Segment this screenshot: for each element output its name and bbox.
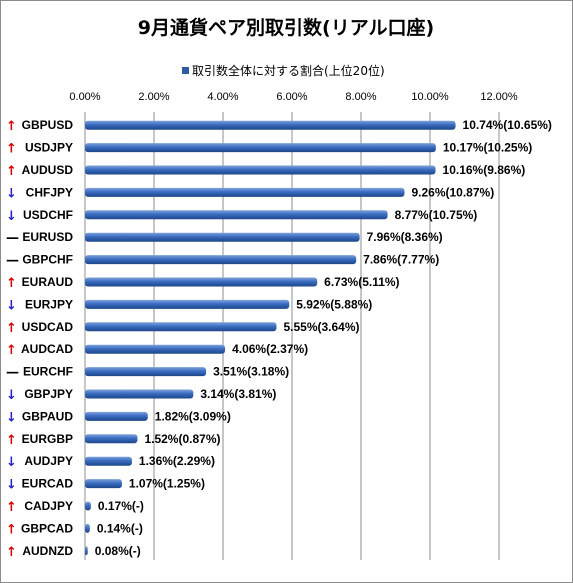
grid (84, 112, 500, 560)
data-label: 9.26%(10.87%) (411, 185, 494, 199)
x-tick-label: 12.00% (480, 91, 518, 103)
trend-up-icon: ↑ (6, 500, 17, 515)
data-label: 1.36%(2.29%) (139, 454, 215, 468)
data-label: 0.08%(-) (95, 544, 141, 558)
trend-down-icon: ↓ (6, 455, 17, 470)
category-label: CADJPY (24, 499, 73, 513)
data-labels: 10.74%(10.65%) 10.17%(10.25%) 10.16%(9.86%… (95, 118, 552, 558)
trend-up-icon: ↑ (6, 119, 17, 134)
x-tick-label: 0.00% (69, 91, 100, 103)
bar-cadjpy (85, 501, 91, 511)
trend-up-icon: ↑ (6, 321, 17, 336)
data-label: 1.82%(3.09%) (155, 409, 231, 423)
trend-down-icon: ↓ (6, 209, 17, 224)
data-label: 5.55%(3.64%) (283, 320, 359, 334)
x-tick-label: 6.00% (276, 91, 307, 103)
data-label: 8.77%(10.75%) (395, 208, 478, 222)
category-label: EURGBP (22, 432, 73, 446)
x-axis-ticks: 0.00% 2.00% 4.00% 6.00% 8.00% 10.00% 12.00% (69, 91, 517, 103)
data-label: 1.52%(0.87%) (144, 432, 220, 446)
trend-up-icon: ↑ (6, 142, 17, 157)
bar-gbpjpy (85, 389, 194, 399)
data-label: 6.73%(5.11%) (324, 275, 399, 289)
category-label: EURAUD (22, 275, 74, 289)
bar-gbpcad (85, 523, 90, 533)
data-label: 10.16%(9.86%) (443, 163, 526, 177)
bar-gbpchf (85, 255, 357, 265)
bar-gbpaud (85, 411, 148, 421)
category-label: USDCHF (23, 208, 73, 222)
data-label: 4.06%(2.37%) (232, 342, 308, 356)
data-label: 0.14%(-) (97, 521, 143, 535)
category-label: AUDUSD (22, 163, 74, 177)
category-label: GBPCHF (22, 253, 73, 267)
legend-label: 取引数全体に対する割合(上位20位) (192, 63, 385, 78)
category-label: GBPAUD (22, 409, 73, 423)
data-label: 10.74%(10.65%) (463, 118, 552, 132)
category-label: USDCAD (22, 320, 74, 334)
trend-down-icon: ↓ (6, 478, 17, 493)
bar-usdjpy (85, 143, 436, 153)
data-label: 5.92%(5.88%) (296, 297, 372, 311)
bar-usdchf (85, 210, 388, 220)
data-label: 3.51%(3.18%) (213, 365, 289, 379)
data-label: 1.07%(1.25%) (129, 477, 205, 491)
bar-audusd (85, 165, 436, 175)
trend-down-icon: ↓ (6, 388, 17, 403)
category-label: GBPCAD (21, 521, 73, 535)
trend-down-icon: ↓ (6, 298, 17, 313)
trend-flat-icon: — (6, 254, 19, 269)
x-tick-label: 4.00% (207, 91, 238, 103)
category-label: EURCAD (22, 477, 74, 491)
bar-eurgbp (85, 434, 138, 444)
category-label: EURCHF (23, 365, 73, 379)
data-label: 7.96%(8.36%) (367, 230, 443, 244)
trend-up-icon: ↑ (6, 164, 17, 179)
trend-up-icon: ↑ (6, 545, 17, 560)
legend: 取引数全体に対する割合(上位20位) (182, 63, 385, 78)
category-label: AUDJPY (24, 454, 73, 468)
category-label: EURUSD (22, 230, 73, 244)
bar-audjpy (85, 456, 132, 466)
trend-up-icon: ↑ (6, 433, 17, 448)
data-label: 7.86%(7.77%) (363, 253, 439, 267)
bar-usdcad (85, 322, 277, 332)
category-label: GBPJPY (24, 387, 73, 401)
category-label: AUDNZD (22, 544, 73, 558)
data-label: 10.17%(10.25%) (443, 141, 532, 155)
category-label: CHFJPY (26, 185, 73, 199)
chart-title: 9月通貨ペア別取引数(リアル口座) (138, 16, 434, 39)
x-tick-label: 8.00% (345, 91, 376, 103)
bar-audnzd (85, 546, 88, 556)
data-label: 3.14%(3.81%) (200, 387, 276, 401)
bars (85, 120, 456, 556)
category-labels: ↑ GBPUSD↑ USDJPY↑ AUDUSD↓ CHFJPY↓ USDCHF— EURU… (6, 118, 73, 560)
x-tick-label: 2.00% (138, 91, 169, 103)
bar-euraud (85, 277, 318, 287)
trend-up-icon: ↑ (6, 276, 17, 291)
bar-eurusd (85, 232, 360, 242)
legend-swatch (182, 67, 189, 74)
bar-eurchf (85, 367, 207, 377)
bar-audcad (85, 344, 226, 354)
category-label: AUDCAD (21, 342, 73, 356)
bar-gbpusd (85, 120, 456, 130)
bar-chfjpy (85, 187, 405, 197)
trend-up-icon: ↑ (6, 343, 17, 358)
category-label: USDJPY (25, 141, 73, 155)
data-label: 0.17%(-) (98, 499, 144, 513)
trend-down-icon: ↓ (6, 186, 17, 201)
trend-down-icon: ↓ (6, 410, 17, 425)
trend-flat-icon: — (6, 366, 19, 381)
bar-eurcad (85, 479, 122, 489)
trend-up-icon: ↑ (6, 522, 17, 537)
category-label: GBPUSD (22, 118, 74, 132)
bar-eurjpy (85, 299, 290, 309)
category-label: EURJPY (25, 297, 73, 311)
x-tick-label: 10.00% (411, 91, 449, 103)
trend-flat-icon: — (6, 231, 19, 246)
